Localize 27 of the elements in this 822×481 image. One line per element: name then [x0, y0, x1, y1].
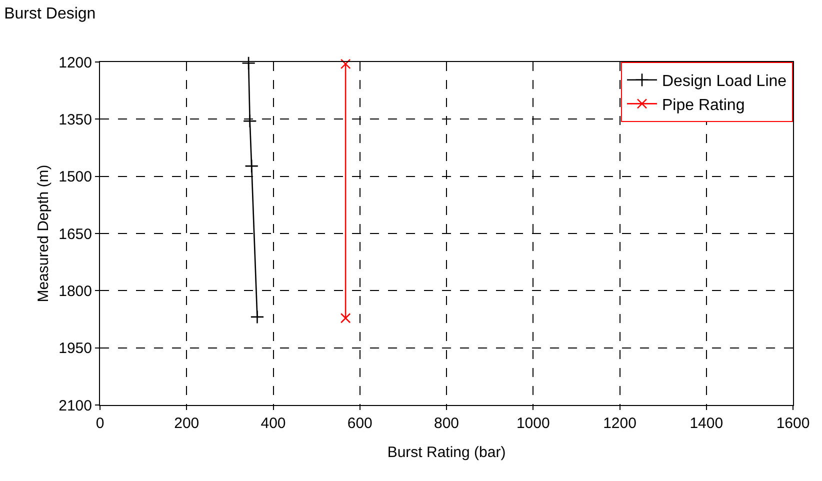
- y-tick-label: 1650: [58, 226, 92, 243]
- point: [250, 310, 264, 324]
- point: [242, 56, 256, 70]
- point: [242, 114, 257, 128]
- y-tick-label: 1350: [58, 111, 92, 128]
- y-tick-label: 2100: [58, 397, 92, 414]
- x-tick-label: 400: [260, 415, 286, 432]
- x-tick-label: 1200: [603, 415, 636, 432]
- chart-title: Burst Design: [4, 5, 96, 22]
- x-tick-label: 1000: [516, 415, 550, 432]
- y-tick-label: 1200: [58, 54, 92, 72]
- point: [244, 159, 259, 173]
- x-tick-label: 600: [347, 415, 372, 432]
- x-tick-label: 1600: [776, 415, 810, 432]
- legend-label: Pipe Rating: [662, 96, 745, 114]
- x-tick-label: 200: [174, 415, 200, 432]
- y-tick-label: 1800: [58, 282, 92, 300]
- point: [340, 312, 351, 324]
- point: [340, 58, 351, 70]
- x-axis-title: Burst Rating (bar): [387, 444, 506, 461]
- y-axis-title: Measured Depth (m): [34, 164, 52, 302]
- x-tick-label: 800: [434, 415, 460, 432]
- y-tick-label: 1950: [58, 340, 92, 358]
- y-tick-label: 1500: [58, 168, 92, 186]
- x-tick-label: 1400: [690, 415, 724, 432]
- x-tick-label: 0: [96, 415, 104, 432]
- legend-label: Design Load Line: [662, 73, 787, 90]
